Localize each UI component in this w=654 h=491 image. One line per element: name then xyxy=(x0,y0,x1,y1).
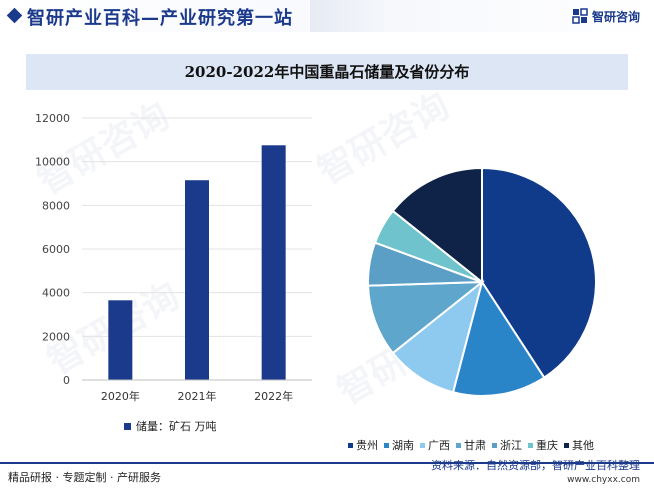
header-title: 智研产业百科—产业研究第一站 xyxy=(27,8,293,29)
bar xyxy=(261,145,286,380)
header-accent xyxy=(310,0,390,32)
bar xyxy=(108,300,133,380)
pie-legend-item: 广西 xyxy=(420,437,450,453)
legend-swatch xyxy=(492,442,497,448)
bar-bars xyxy=(108,145,286,380)
pie-legend-item: 重庆 xyxy=(528,437,558,453)
y-tick-label: 10000 xyxy=(35,156,70,169)
pie-legend-item: 贵州 xyxy=(348,437,378,453)
brand: 智研咨询 xyxy=(572,7,640,25)
legend-swatch xyxy=(420,442,425,448)
legend-swatch xyxy=(348,442,353,448)
pie-legend-item: 甘肃 xyxy=(456,437,486,453)
x-tick-label: 2022年 xyxy=(254,389,293,403)
header: 智研产业百科—产业研究第一站 智研咨询 xyxy=(0,0,654,32)
chart-title: 2020-2022年中国重晶石储量及省份分布 xyxy=(184,63,470,81)
footer-divider xyxy=(0,462,654,464)
y-tick-label: 6000 xyxy=(42,243,70,256)
footer-url: www.chyxx.com xyxy=(567,475,640,485)
x-tick-label: 2020年 xyxy=(101,389,140,403)
pie-legend: 贵州 湖南 广西 甘肃 浙江 重庆 其他 xyxy=(348,437,600,453)
y-tick-label: 0 xyxy=(63,374,70,387)
pie-slice xyxy=(391,279,484,394)
pie-legend-label: 贵州 xyxy=(356,439,378,452)
pie-legend-label: 其他 xyxy=(572,439,594,452)
pie-legend-label: 重庆 xyxy=(536,439,558,452)
brand-name: 智研咨询 xyxy=(591,9,640,24)
legend-label: 储量：矿石 万吨 xyxy=(136,420,217,433)
pie-legend-label: 甘肃 xyxy=(464,439,486,452)
pie-legend-item: 浙江 xyxy=(492,437,522,453)
y-tick-label: 8000 xyxy=(42,199,70,212)
chart-title-band: 2020-2022年中国重晶石储量及省份分布 xyxy=(26,54,628,90)
pie-slice xyxy=(391,166,483,285)
pie-legend-label: 湖南 xyxy=(392,439,414,452)
y-tick-label: 2000 xyxy=(42,330,70,343)
bar-y-ticks: 0 2000 4000 6000 8000 10000 12000 xyxy=(35,112,70,387)
legend-swatch xyxy=(384,442,389,448)
pie-slice xyxy=(451,279,546,397)
legend-swatch xyxy=(456,442,461,448)
pie-legend-label: 浙江 xyxy=(500,439,522,452)
brand-logo-icon xyxy=(572,8,588,24)
legend-swatch xyxy=(124,422,131,430)
pie-slice xyxy=(367,280,485,355)
pie-legend-item: 其他 xyxy=(564,437,594,453)
footer-services: 精品研报 · 专题定制 · 产研服务 xyxy=(8,471,161,484)
pie-legend-label: 广西 xyxy=(428,439,450,452)
bar xyxy=(185,180,209,380)
legend-swatch xyxy=(528,442,533,448)
y-tick-label: 4000 xyxy=(42,287,70,300)
y-tick-label: 12000 xyxy=(35,112,70,125)
bar-legend: 储量：矿石 万吨 xyxy=(124,418,217,434)
bar-x-ticks: 2020年 2021年 2022年 xyxy=(101,389,293,403)
x-tick-label: 2021年 xyxy=(178,389,217,403)
legend-swatch xyxy=(564,442,569,448)
pie-slices xyxy=(367,166,597,397)
source-note: 资料来源：自然资源部，智研产业百科整理 xyxy=(431,459,640,472)
pie-legend-item: 湖南 xyxy=(384,437,414,453)
